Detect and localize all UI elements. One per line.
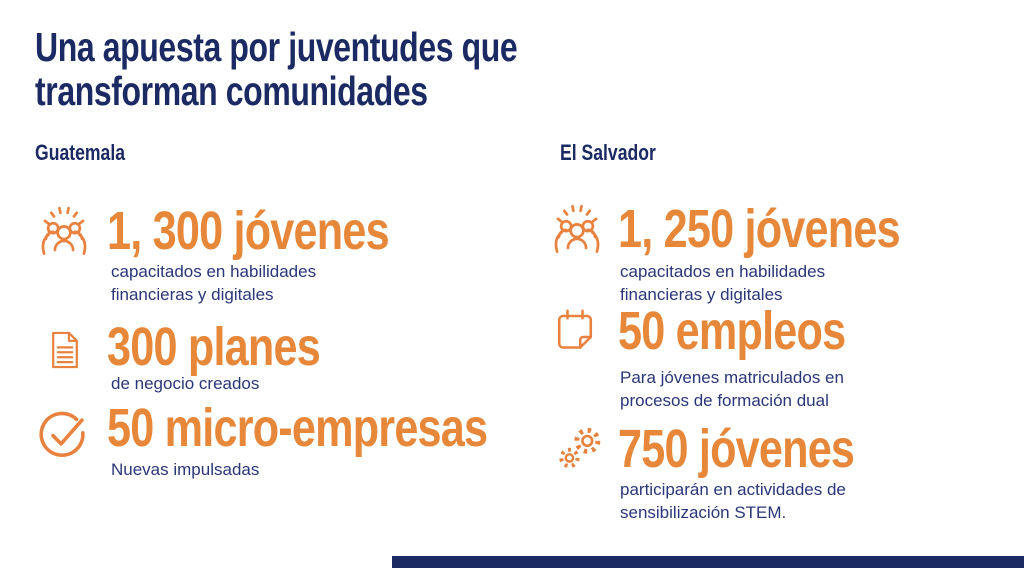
people-celebration-icon — [545, 199, 609, 257]
calendar-icon — [551, 306, 599, 356]
page-title-line-2: transforman comunidades — [35, 68, 428, 114]
page-title-line-1: Una apuesta por juventudes que — [35, 24, 518, 70]
stat-value: 300 planes — [107, 317, 321, 377]
stat-value: 50 micro-empresas — [107, 398, 488, 458]
footer-bar — [392, 556, 1024, 568]
column-heading-guatemala: Guatemala — [35, 140, 125, 165]
stat-description: capacitados en habilidades financieras y… — [111, 262, 317, 304]
stat-description: participarán en actividades de sensibili… — [620, 480, 846, 522]
check-circle-icon — [33, 403, 91, 461]
stat-value: 1, 250 jóvenes — [618, 199, 901, 259]
people-celebration-icon — [32, 201, 96, 259]
stat-value: 1, 300 jóvenes — [107, 201, 390, 261]
stat-value: 750 jóvenes — [618, 419, 855, 479]
page-title: Una apuesta por juventudes que transform… — [35, 24, 518, 114]
gears-icon — [554, 423, 606, 475]
stat-value: 50 empleos — [618, 301, 846, 361]
stat-description: Nuevas impulsadas — [111, 460, 260, 479]
stat-description: de negocio creados — [111, 374, 260, 393]
stat-description: capacitados en habilidades financieras y… — [620, 262, 826, 304]
document-icon — [44, 324, 86, 376]
stat-description: Para jóvenes matriculados en procesos de… — [620, 368, 844, 410]
column-heading-el-salvador: El Salvador — [560, 140, 656, 165]
